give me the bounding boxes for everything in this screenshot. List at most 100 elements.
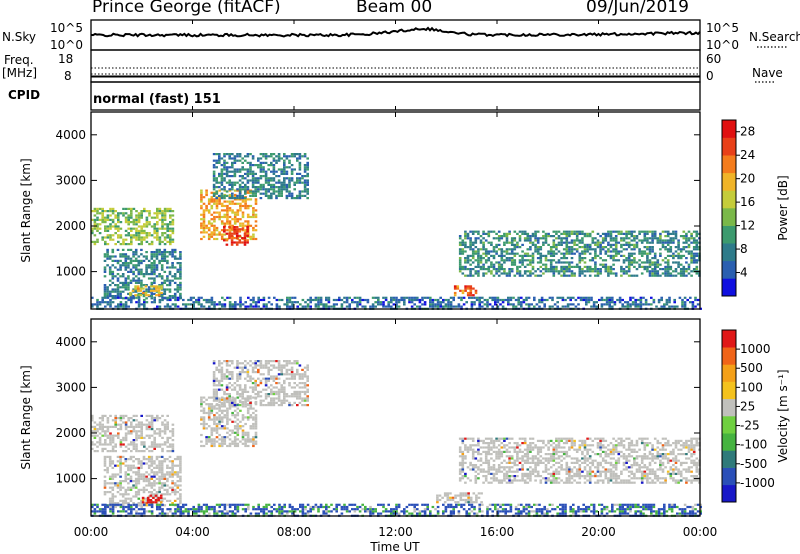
heatmap-cell bbox=[228, 222, 232, 225]
heatmap-cell bbox=[453, 287, 457, 290]
heatmap-cell bbox=[384, 296, 388, 299]
heatmap-cell bbox=[223, 166, 226, 169]
heatmap-cell bbox=[443, 501, 447, 504]
heatmap-cell bbox=[179, 477, 182, 480]
heatmap-cell bbox=[168, 284, 172, 287]
heatmap-cell bbox=[145, 234, 149, 237]
heatmap-cell bbox=[114, 475, 117, 478]
heatmap-cell bbox=[171, 238, 175, 241]
heatmap-cell bbox=[551, 305, 554, 308]
heatmap-cell bbox=[166, 275, 169, 278]
heatmap-cell bbox=[254, 433, 258, 437]
heatmap-cell bbox=[161, 214, 164, 217]
heatmap-cell bbox=[449, 305, 453, 308]
heatmap-cell bbox=[484, 250, 488, 253]
heatmap-cell bbox=[179, 264, 182, 267]
heatmap-cell bbox=[200, 193, 203, 197]
heatmap-cell bbox=[140, 423, 143, 426]
heatmap-cell bbox=[277, 360, 281, 363]
heatmap-cell bbox=[605, 296, 609, 299]
heatmap-cell bbox=[648, 230, 652, 233]
heatmap-cell bbox=[119, 234, 123, 237]
heatmap-cell bbox=[154, 499, 158, 502]
heatmap-cell bbox=[226, 400, 229, 404]
heatmap-cell bbox=[303, 399, 307, 402]
heatmap-cell bbox=[233, 397, 237, 400]
heatmap-cell bbox=[225, 386, 229, 389]
heatmap-cell bbox=[137, 214, 141, 217]
heatmap-cell bbox=[275, 155, 278, 158]
heatmap-cell bbox=[149, 494, 153, 497]
heatmap-cell bbox=[91, 229, 94, 232]
heatmap-cell bbox=[134, 264, 138, 267]
heatmap-cell bbox=[98, 301, 102, 304]
heatmap-cell bbox=[212, 186, 216, 189]
heatmap-cell bbox=[262, 188, 265, 191]
heatmap-cell bbox=[575, 232, 579, 235]
heatmap-cell bbox=[687, 268, 691, 271]
heatmap-cell bbox=[132, 455, 135, 458]
heatmap-cell bbox=[480, 492, 483, 495]
heatmap-cell bbox=[244, 172, 247, 175]
heatmap-cell bbox=[516, 241, 519, 244]
heatmap-cell bbox=[487, 265, 491, 268]
heatmap-cell bbox=[482, 446, 485, 449]
heatmap-cell bbox=[410, 298, 414, 302]
heatmap-cell bbox=[556, 296, 559, 299]
heatmap-cell bbox=[233, 425, 237, 428]
heatmap-cell bbox=[93, 221, 97, 224]
heatmap-cell bbox=[251, 183, 255, 186]
heatmap-cell bbox=[236, 404, 239, 407]
heatmap-cell bbox=[518, 274, 522, 277]
heatmap-cell bbox=[137, 292, 141, 295]
heatmap-cell bbox=[570, 239, 574, 242]
heatmap-cell bbox=[480, 501, 483, 504]
heatmap-cell bbox=[233, 181, 237, 184]
heatmap-cell bbox=[200, 396, 203, 399]
heatmap-cell bbox=[254, 202, 258, 205]
heatmap-cell bbox=[570, 230, 574, 233]
heatmap-cell bbox=[481, 301, 484, 304]
heatmap-cell bbox=[395, 298, 398, 302]
heatmap-cell bbox=[614, 246, 618, 249]
heatmap-cell bbox=[166, 305, 169, 308]
heatmap-cell bbox=[148, 445, 151, 448]
heatmap-cell bbox=[692, 254, 696, 257]
heatmap-cell bbox=[474, 250, 478, 253]
heatmap-cell bbox=[142, 287, 145, 290]
heatmap-cell bbox=[103, 266, 107, 269]
heatmap-cell bbox=[487, 464, 491, 467]
heatmap-cell bbox=[231, 224, 234, 227]
heatmap-cell bbox=[557, 250, 561, 253]
heatmap-cell bbox=[226, 200, 229, 203]
heatmap-cell bbox=[106, 236, 110, 239]
heatmap-cell bbox=[225, 170, 229, 173]
heatmap-cell bbox=[215, 186, 218, 189]
heatmap-cell bbox=[116, 484, 120, 487]
heatmap-cell bbox=[171, 223, 175, 226]
heatmap-cell bbox=[251, 194, 255, 197]
heatmap-cell bbox=[169, 238, 172, 241]
heatmap-cell bbox=[583, 261, 587, 264]
heatmap-cell bbox=[471, 453, 475, 456]
heatmap-cell bbox=[257, 364, 260, 367]
heatmap-cell bbox=[137, 273, 141, 276]
heatmap-cell bbox=[552, 268, 556, 271]
heatmap-cell bbox=[220, 425, 224, 428]
heatmap-cell bbox=[202, 396, 206, 399]
heatmap-cell bbox=[669, 274, 673, 277]
heatmap-cell bbox=[244, 204, 247, 208]
heatmap-cell bbox=[648, 246, 652, 249]
heatmap-cell bbox=[682, 235, 686, 238]
heatmap-cell bbox=[531, 254, 535, 257]
heatmap-cell bbox=[568, 241, 571, 244]
heatmap-cell bbox=[225, 360, 229, 363]
heatmap-cell bbox=[254, 422, 258, 426]
heatmap-cell bbox=[249, 377, 252, 380]
heatmap-cell bbox=[168, 270, 172, 273]
heatmap-cell bbox=[267, 368, 270, 371]
heatmap-cell bbox=[111, 259, 115, 262]
heatmap-cell bbox=[479, 464, 483, 467]
heatmap-cell bbox=[254, 179, 257, 182]
heatmap-cell bbox=[231, 384, 234, 387]
